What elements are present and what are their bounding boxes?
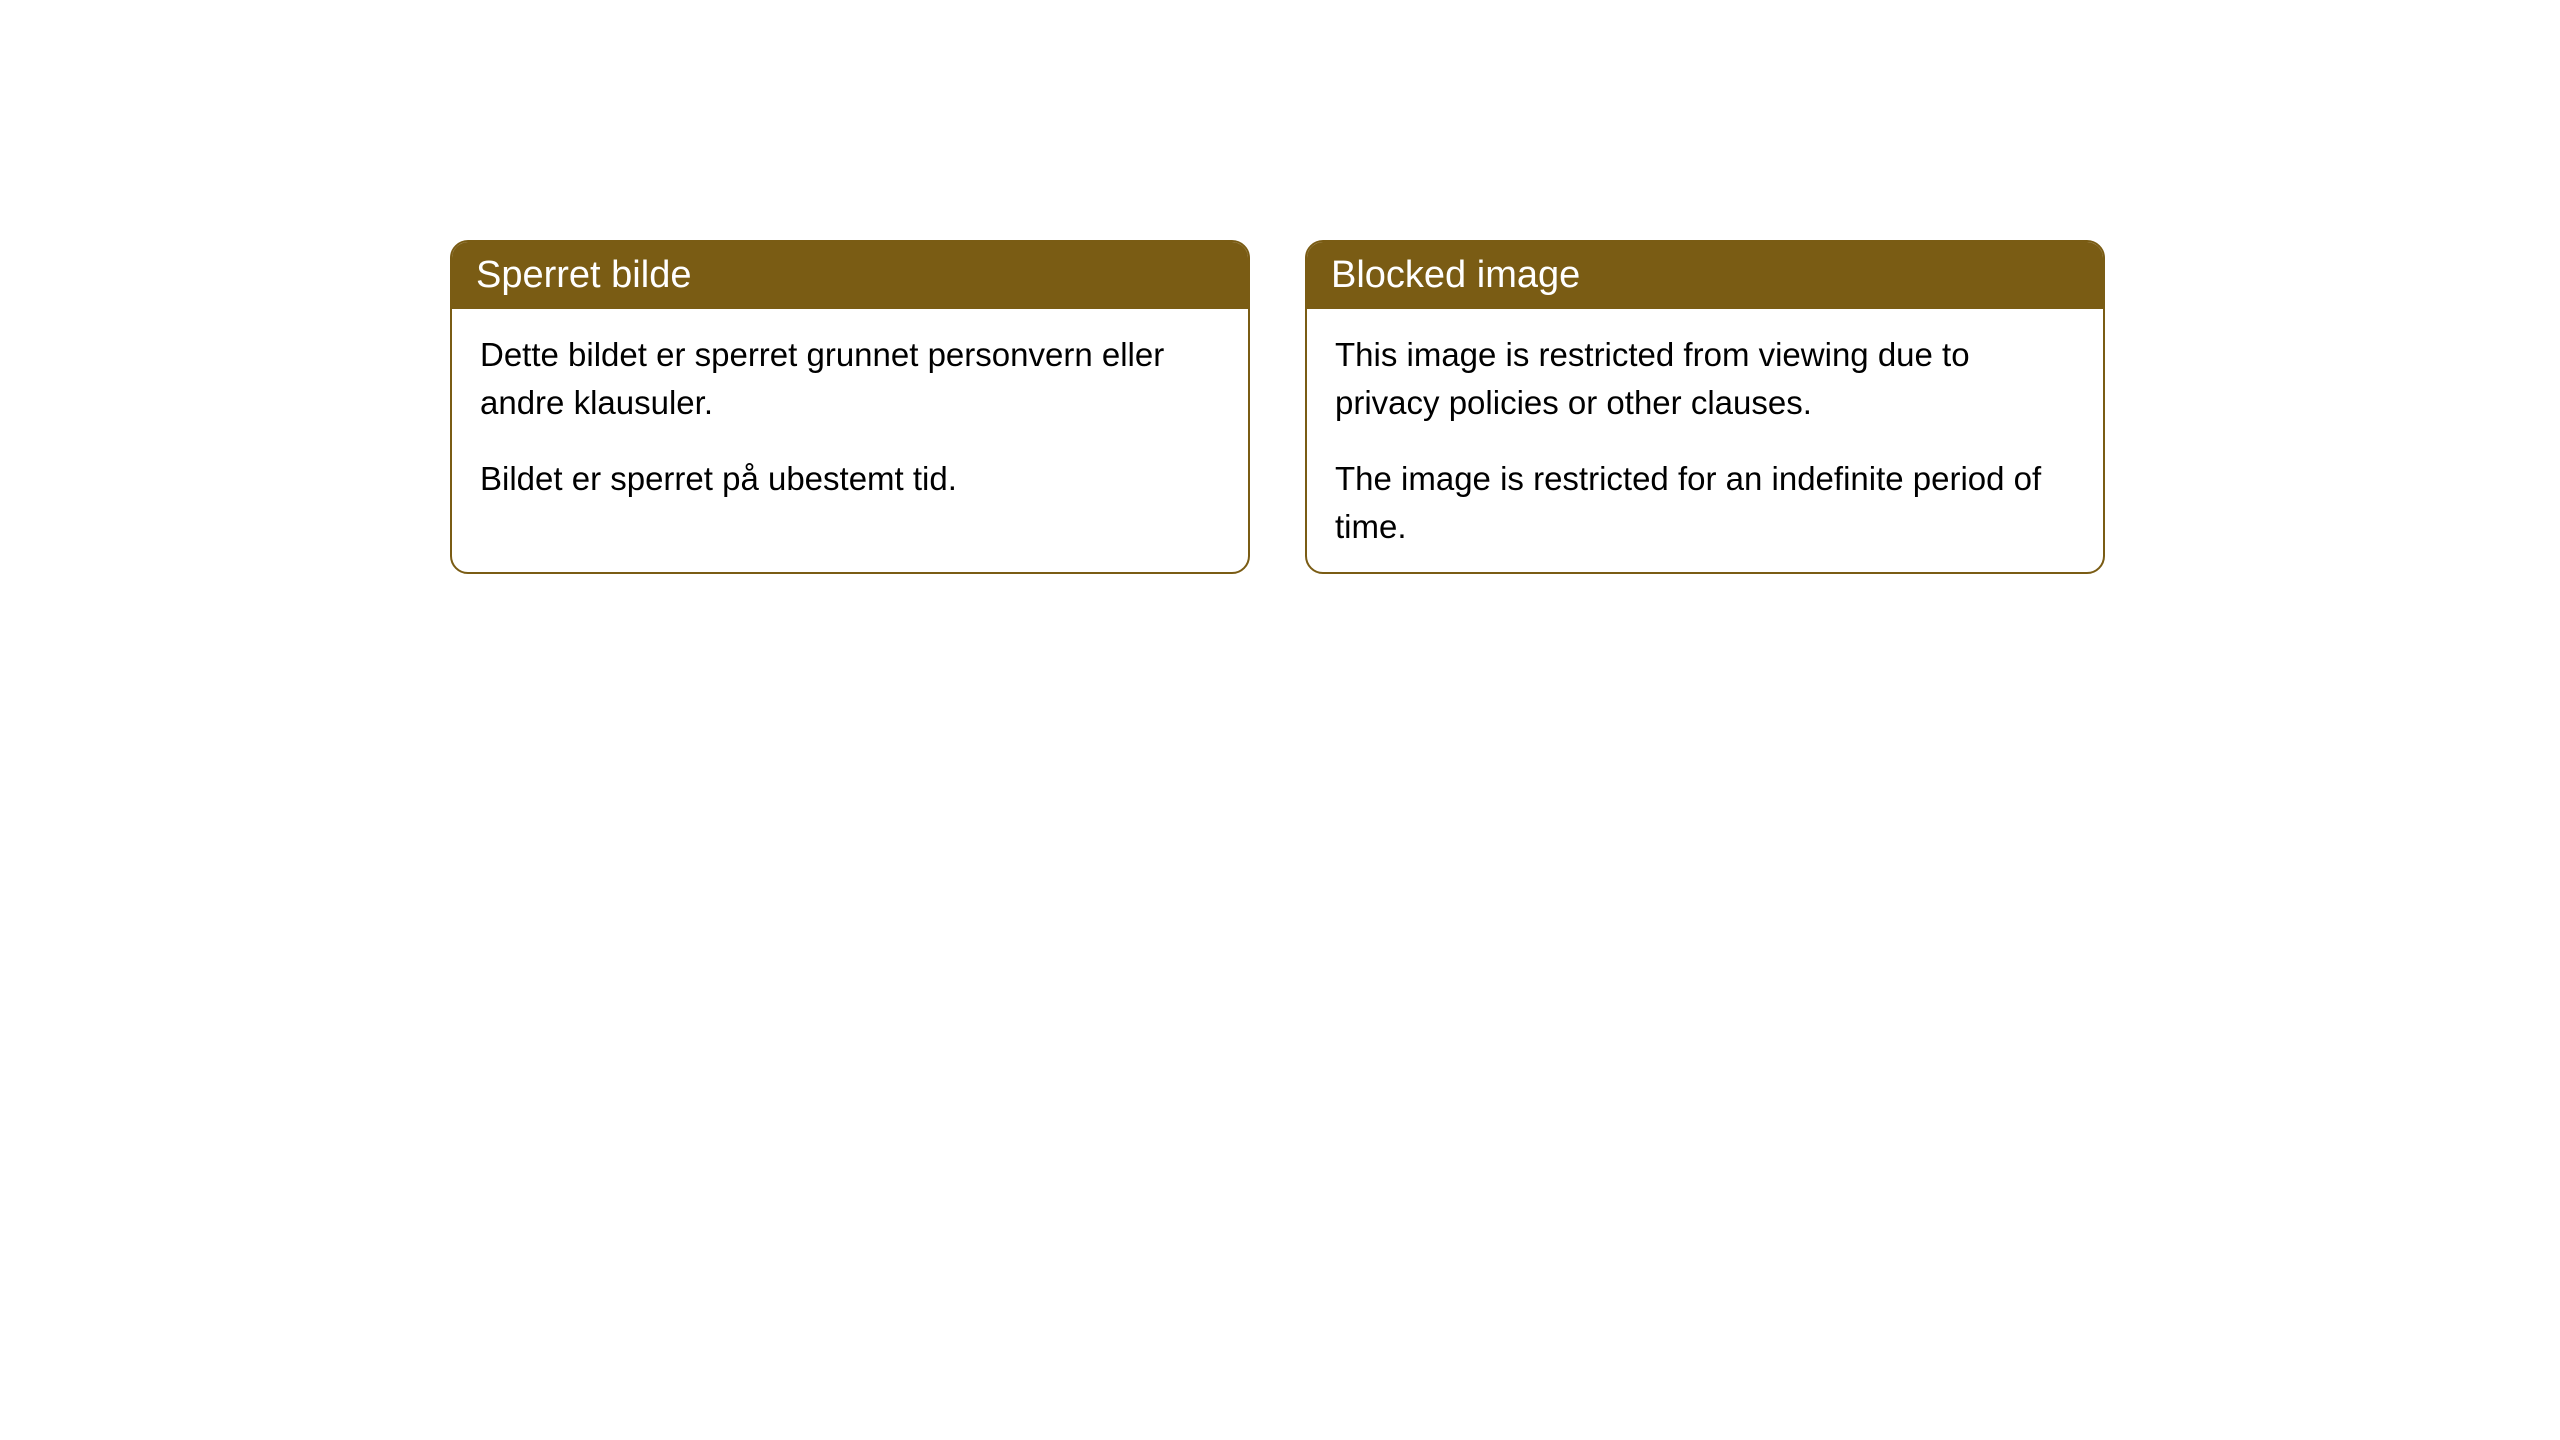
card-body-english: This image is restricted from viewing du… [1307, 309, 2103, 572]
card-header-english: Blocked image [1307, 242, 2103, 309]
notice-card-english: Blocked image This image is restricted f… [1305, 240, 2105, 574]
card-para2-norwegian: Bildet er sperret på ubestemt tid. [480, 455, 1220, 503]
card-para2-english: The image is restricted for an indefinit… [1335, 455, 2075, 551]
notice-card-norwegian: Sperret bilde Dette bildet er sperret gr… [450, 240, 1250, 574]
card-header-norwegian: Sperret bilde [452, 242, 1248, 309]
cards-container: Sperret bilde Dette bildet er sperret gr… [450, 240, 2560, 574]
card-body-norwegian: Dette bildet er sperret grunnet personve… [452, 309, 1248, 525]
card-para1-norwegian: Dette bildet er sperret grunnet personve… [480, 331, 1220, 427]
card-para1-english: This image is restricted from viewing du… [1335, 331, 2075, 427]
